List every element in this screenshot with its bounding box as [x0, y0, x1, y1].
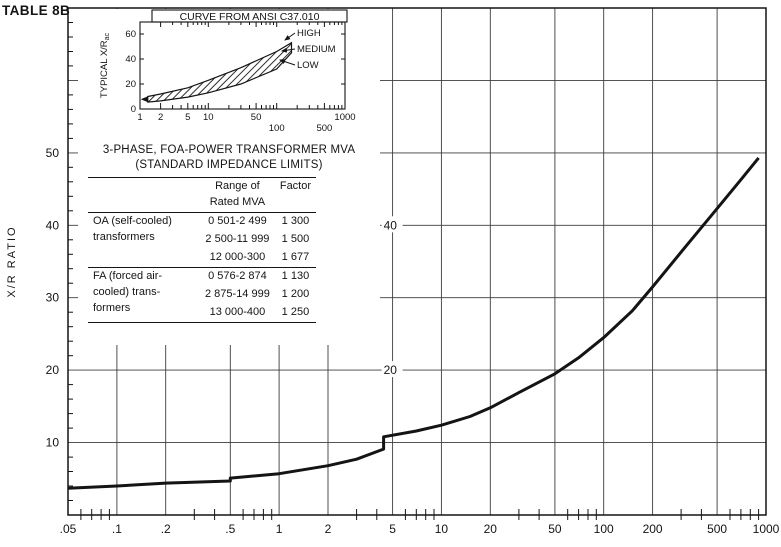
minor-ticks: [68, 22, 760, 520]
factor-cell: 1 130: [274, 266, 317, 286]
table-row: OA (self-cooled) transformers 0 501-2 499 1…: [88, 211, 317, 268]
range-cell: 2 500-11 999: [205, 232, 270, 245]
table-row: FA (forced air-cooled) trans-formers 0 57…: [88, 266, 317, 322]
typical-xr-band: [147, 41, 293, 103]
svg-text:1: 1: [137, 112, 142, 123]
inset-x-labels: 1 2 5 10 50 1000 100 500: [137, 112, 355, 134]
svg-text:.5: .5: [225, 522, 235, 536]
svg-text:10: 10: [46, 436, 60, 450]
inner-y-labels: 40 20: [381, 216, 403, 378]
band-label-medium: MEDIUM: [297, 44, 336, 55]
range-cell: 0 576-2 874: [200, 266, 275, 286]
figure-label: TABLE 8B: [2, 3, 71, 18]
inset-subtitle-line1: 3-PHASE, FOA-POWER TRANSFORMER MVA: [102, 144, 356, 156]
range-cell: 0 501-2 499: [200, 211, 275, 231]
band-label-high: HIGH: [297, 28, 321, 39]
svg-text:.1: .1: [112, 522, 122, 536]
x-axis-labels: .05 .1 .2 .5 1 2 5 10 20 50 100 200 500 1000: [60, 522, 780, 536]
range-cell: 13 000-400: [209, 305, 266, 318]
svg-text:50: 50: [46, 146, 60, 160]
svg-text:500: 500: [707, 522, 727, 536]
table-row: 2 875-14 999 1 200: [88, 286, 316, 304]
svg-text:200: 200: [643, 522, 663, 536]
factor-cell: 1 500: [281, 232, 310, 245]
svg-text:20: 20: [46, 363, 60, 377]
svg-text:40: 40: [46, 218, 60, 232]
table-row: 2 500-11 999 1 500: [88, 231, 316, 249]
inset-and-table-panel: CURVE FROM ANSI C37.010 0 20 40 60 1 2 5 10 50 100…: [78, 9, 380, 345]
factor-cell: 1 250: [281, 305, 310, 318]
svg-text:40: 40: [125, 54, 136, 65]
svg-text:2: 2: [325, 522, 332, 536]
table-header-row: Range of Rated MVA Factor: [88, 177, 317, 213]
svg-text:60: 60: [125, 29, 136, 40]
band-label-arrow: [279, 59, 296, 66]
y-axis-title: X/R RATIO: [6, 225, 18, 297]
header-spacer: [88, 177, 200, 213]
range-cell: 2 875-14 999: [205, 287, 270, 300]
impedance-table: Range of Rated MVA Factor OA (self-cooled) t…: [88, 177, 317, 323]
svg-text:100: 100: [269, 123, 285, 134]
svg-text:.2: .2: [161, 522, 171, 536]
svg-text:5: 5: [185, 112, 190, 123]
factor-cell: 1 300: [274, 211, 317, 231]
svg-text:40: 40: [384, 218, 398, 232]
row-group-label: OA (self-cooled) transformers: [88, 211, 200, 268]
svg-text:500: 500: [316, 123, 332, 134]
svg-text:1000: 1000: [753, 522, 780, 536]
table-row: 13 000-400 1 250: [88, 304, 316, 322]
svg-text:100: 100: [594, 522, 614, 536]
svg-text:20: 20: [384, 363, 398, 377]
row-group-label: FA (forced air-cooled) trans-formers: [88, 266, 200, 322]
plot-border: [67, 7, 767, 516]
svg-text:0: 0: [131, 104, 136, 115]
svg-text:10: 10: [203, 112, 214, 123]
factor-cell: 1 200: [281, 287, 310, 300]
header-range: Range of Rated MVA: [200, 177, 275, 213]
inset-border: [139, 21, 346, 110]
band-label-arrow: [281, 47, 296, 53]
svg-text:1000: 1000: [334, 112, 355, 123]
inset-y-title: TYPICAL X/Rac: [99, 32, 111, 98]
svg-text:30: 30: [46, 291, 60, 305]
table-row: 12 000-300 1 677: [88, 249, 316, 267]
svg-text:10: 10: [435, 522, 449, 536]
svg-text:5: 5: [389, 522, 396, 536]
svg-text:.05: .05: [60, 522, 77, 536]
y-axis-labels: 10 20 30 40 50: [46, 146, 60, 450]
factor-cell: 1 677: [281, 250, 310, 263]
svg-text:50: 50: [251, 112, 262, 123]
band-label-low: LOW: [297, 60, 319, 71]
svg-text:2: 2: [158, 112, 163, 123]
range-cell: 12 000-300: [209, 250, 266, 263]
band-label-arrow: [284, 32, 296, 41]
ansi-inset-chart: CURVE FROM ANSI C37.010 0 20 40 60 1 2 5 10 50 100…: [99, 9, 356, 134]
svg-text:20: 20: [484, 522, 498, 536]
header-factor: Factor: [274, 177, 317, 213]
xr-ratio-curve: [67, 156, 760, 490]
inset-subtitle-line2: (STANDARD IMPEDANCE LIMITS): [135, 159, 323, 171]
svg-text:50: 50: [548, 522, 562, 536]
inset-title: CURVE FROM ANSI C37.010: [180, 11, 320, 23]
svg-text:20: 20: [125, 79, 136, 90]
inset-ticks: [139, 22, 346, 109]
inset-y-labels: 0 20 40 60: [125, 29, 136, 115]
svg-text:1: 1: [276, 522, 283, 536]
